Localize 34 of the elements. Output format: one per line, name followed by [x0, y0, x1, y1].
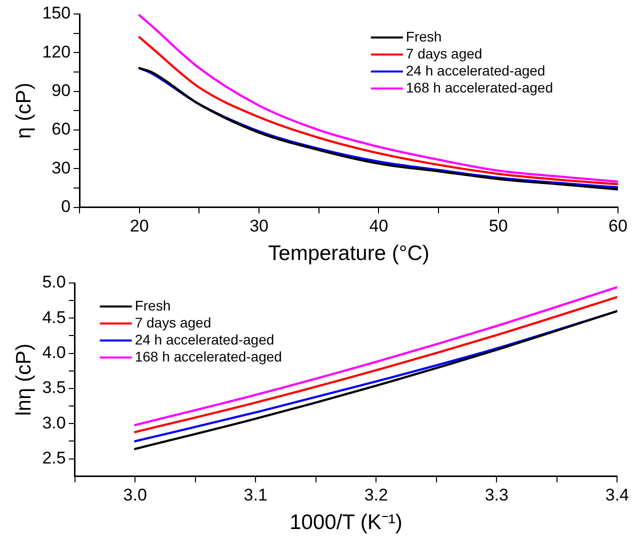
- x-tick-label: 3.4: [605, 485, 630, 504]
- legend-label: 7 days aged: [134, 314, 212, 330]
- x-tick-label: 50: [488, 216, 508, 236]
- x-tick-label: 3.2: [364, 485, 388, 504]
- y-tick-label: 4.5: [42, 308, 66, 327]
- y-axis-title: η (cP): [12, 82, 36, 139]
- x-tick-label: 3.1: [244, 485, 268, 504]
- x-axis-title: 1000/T (K⁻¹): [290, 511, 402, 534]
- y-tick-label: 60: [52, 120, 71, 139]
- y-axis-title: lnη (cP): [12, 344, 36, 416]
- x-axis-title: Temperature (°C): [268, 242, 430, 266]
- y-tick-label: 150: [42, 4, 71, 23]
- x-tick-label: 60: [608, 216, 628, 236]
- legend-label: 168 h accelerated-aged: [134, 348, 282, 364]
- text: 3.0: [123, 485, 147, 504]
- y-tick-label: 0: [61, 197, 71, 216]
- y-tick-label: 3.0: [42, 413, 66, 432]
- x-tick-label: 30: [250, 216, 269, 236]
- legend-label: 24 h accelerated-aged: [134, 331, 274, 348]
- y-tick-label: 2.5: [42, 448, 66, 468]
- legend-label: Fresh: [406, 28, 442, 44]
- y-tick-label: 4.0: [42, 343, 66, 362]
- y-tick-label: 3.5: [42, 378, 66, 398]
- x-tick-label: 20: [130, 216, 149, 236]
- y-tick-label: 120: [42, 42, 71, 62]
- legend-label: 7 days aged: [406, 45, 482, 62]
- y-tick-label: 90: [52, 81, 71, 100]
- legend-label: Fresh: [134, 297, 171, 314]
- legend-label: 24 h accelerated-aged: [406, 62, 546, 78]
- y-tick-label: 5.0: [42, 272, 66, 292]
- legend-label: 168 h accelerated-aged: [406, 79, 553, 96]
- y-tick-label: 30: [52, 158, 71, 178]
- x-tick-label: 3.3: [484, 485, 508, 504]
- x-tick-label: 40: [369, 216, 388, 236]
